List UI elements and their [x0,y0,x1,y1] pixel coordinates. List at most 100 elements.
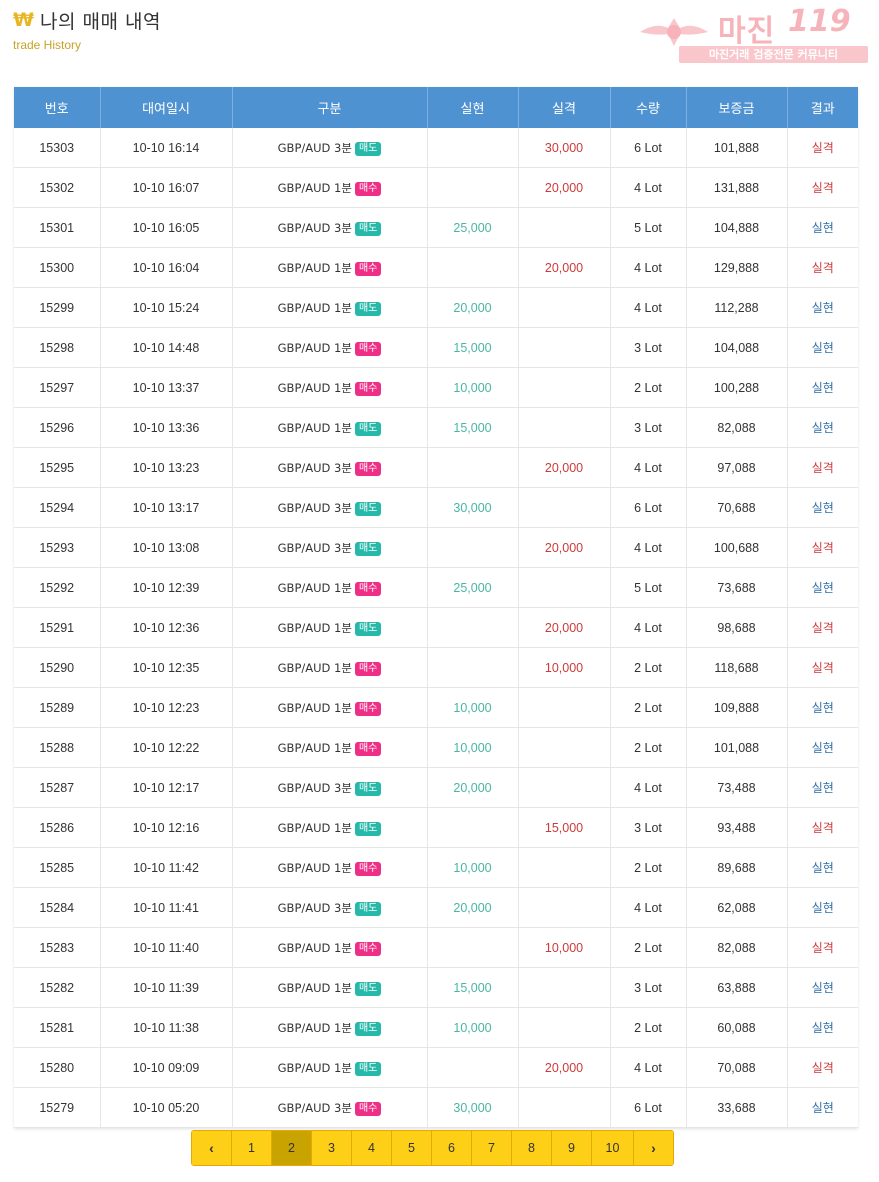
cell-result: 실현 [787,887,858,928]
page-header: ₩ 나의 매매 내역 trade History [13,6,161,52]
cell-number: 15288 [14,727,101,768]
page-4-button[interactable]: 4 [352,1131,392,1165]
table-row: 15280 10-10 09:09 GBP/AUD 1분 매도 20,000 4 Lot 7… [14,1047,858,1088]
column-header-quantity: 수량 [610,87,687,128]
column-header-lost: 실격 [518,87,611,128]
page-6-button[interactable]: 6 [432,1131,472,1165]
cell-realized: 15,000 [427,327,519,368]
cell-type: GBP/AUD 3분 매도 [232,767,428,808]
cell-deposit: 101,088 [686,727,788,768]
buy-badge: 매수 [354,581,382,596]
cell-deposit: 98,688 [686,607,788,648]
cell-lost [518,687,611,728]
cell-realized: 20,000 [427,887,519,928]
table-row: 15298 10-10 14:48 GBP/AUD 1분 매수 15,000 3 Lot 1… [14,327,858,368]
page-9-button[interactable]: 9 [552,1131,592,1165]
cell-realized [427,1047,519,1088]
column-header-number: 번호 [14,87,101,128]
cell-lost: 10,000 [518,927,611,968]
cell-date: 10-10 15:24 [100,287,233,328]
table-row: 15295 10-10 13:23 GBP/AUD 3분 매수 20,000 4 Lot 9… [14,447,858,488]
cell-quantity: 2 Lot [610,367,687,408]
cell-lost: 20,000 [518,447,611,488]
cell-type: GBP/AUD 1분 매수 [232,927,428,968]
chevron-left-icon[interactable]: ‹ [192,1131,232,1165]
buy-badge: 매수 [354,341,382,356]
site-logo[interactable]: 마진 119 마진거래 검증전문 커뮤니티 [638,4,868,64]
cell-realized [427,807,519,848]
cell-date: 10-10 09:09 [100,1047,233,1088]
table-row: 15289 10-10 12:23 GBP/AUD 1분 매수 10,000 2 Lot 1… [14,687,858,728]
cell-lost [518,847,611,888]
page-subtitle: trade History [13,38,82,52]
cell-deposit: 104,888 [686,207,788,248]
cell-deposit: 104,088 [686,327,788,368]
cell-deposit: 129,888 [686,247,788,288]
cell-date: 10-10 14:48 [100,327,233,368]
page-7-button[interactable]: 7 [472,1131,512,1165]
cell-realized: 20,000 [427,287,519,328]
cell-result: 실현 [787,1007,858,1048]
sell-badge: 매도 [354,141,382,156]
cell-number: 15293 [14,527,101,568]
page-2-button[interactable]: 2 [272,1131,312,1165]
cell-lost: 20,000 [518,607,611,648]
column-header-result: 결과 [787,87,858,128]
buy-badge: 매수 [354,181,382,196]
buy-badge: 매수 [354,861,382,876]
cell-deposit: 73,488 [686,767,788,808]
cell-type: GBP/AUD 3분 매수 [232,1087,428,1128]
buy-badge: 매수 [354,941,382,956]
chevron-right-icon[interactable]: › [634,1131,673,1165]
page-3-button[interactable]: 3 [312,1131,352,1165]
cell-deposit: 112,288 [686,287,788,328]
cell-result: 실격 [787,807,858,848]
instrument-label: GBP/AUD 1분 [277,820,352,835]
cell-quantity: 2 Lot [610,687,687,728]
cell-realized: 10,000 [427,367,519,408]
cell-result: 실현 [787,567,858,608]
cell-quantity: 2 Lot [610,1007,687,1048]
cell-quantity: 4 Lot [610,167,687,208]
table-header-row: 번호 대여일시 구분 실현 실격 수량 보증금 결과 [14,87,858,128]
instrument-label: GBP/AUD 1분 [277,700,352,715]
cell-number: 15303 [14,128,101,168]
page-8-button[interactable]: 8 [512,1131,552,1165]
instrument-label: GBP/AUD 1분 [277,380,352,395]
cell-result: 실현 [787,367,858,408]
table-row: 15303 10-10 16:14 GBP/AUD 3분 매도 30,000 6 Lot 1… [14,128,858,168]
instrument-label: GBP/AUD 1분 [277,1060,352,1075]
cell-date: 10-10 05:20 [100,1087,233,1128]
cell-date: 10-10 11:41 [100,887,233,928]
table-row: 15291 10-10 12:36 GBP/AUD 1분 매도 20,000 4 Lot 9… [14,607,858,648]
cell-realized [427,247,519,288]
buy-badge: 매수 [354,261,382,276]
cell-lost: 20,000 [518,167,611,208]
instrument-label: GBP/AUD 1분 [277,180,352,195]
logo-tagline: 마진거래 검증전문 커뮤니티 [679,46,868,63]
sell-badge: 매도 [354,1021,382,1036]
page-5-button[interactable]: 5 [392,1131,432,1165]
cell-realized [427,167,519,208]
page-10-button[interactable]: 10 [592,1131,634,1165]
page-1-button[interactable]: 1 [232,1131,272,1165]
cell-type: GBP/AUD 1분 매수 [232,167,428,208]
sell-badge: 매도 [354,301,382,316]
cell-date: 10-10 12:17 [100,767,233,808]
cell-quantity: 2 Lot [610,927,687,968]
cell-realized [427,128,519,168]
instrument-label: GBP/AUD 3분 [277,1100,352,1115]
cell-deposit: 73,688 [686,567,788,608]
cell-quantity: 4 Lot [610,767,687,808]
cell-type: GBP/AUD 1분 매도 [232,287,428,328]
logo-number: 119 [788,4,851,39]
cell-quantity: 6 Lot [610,128,687,168]
instrument-label: GBP/AUD 3분 [277,780,352,795]
cell-quantity: 4 Lot [610,527,687,568]
cell-number: 15301 [14,207,101,248]
instrument-label: GBP/AUD 1분 [277,660,352,675]
cell-result: 실현 [787,847,858,888]
cell-quantity: 4 Lot [610,607,687,648]
cell-date: 10-10 12:22 [100,727,233,768]
cell-realized [427,527,519,568]
